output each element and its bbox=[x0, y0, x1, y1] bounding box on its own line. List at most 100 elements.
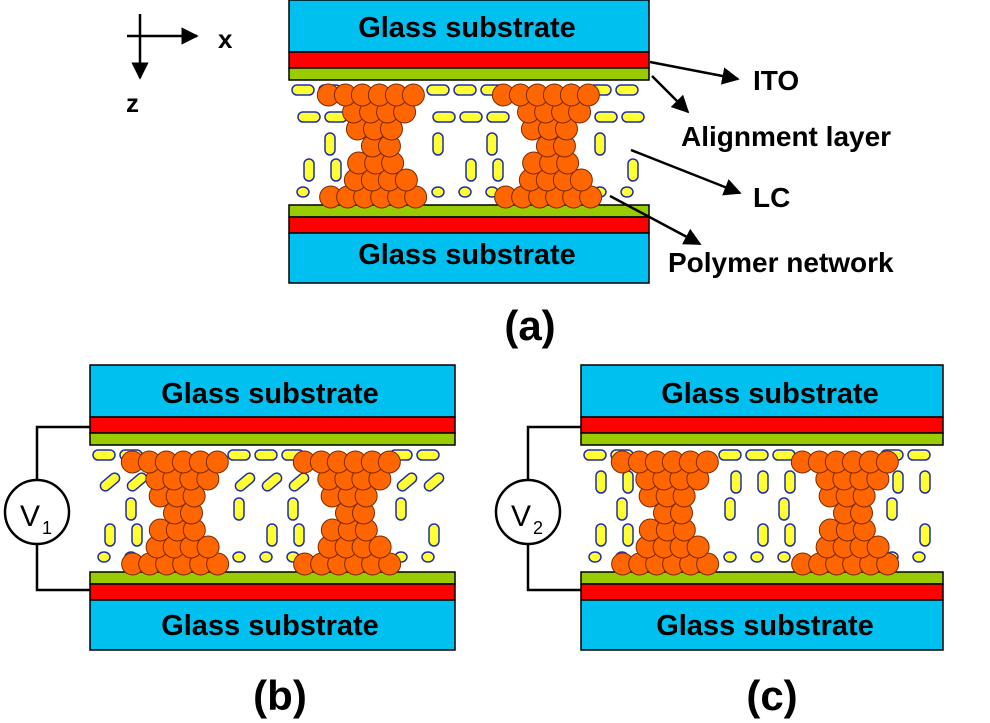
polymer-bead bbox=[576, 83, 600, 107]
lc-molecule bbox=[459, 111, 483, 123]
alignment-callout-arrow bbox=[651, 75, 690, 114]
panel-b-voltage-symbol: V bbox=[20, 500, 40, 533]
panel-b-polymer-column bbox=[120, 450, 230, 576]
polymer-bead bbox=[695, 450, 719, 474]
panel-a-polymer-column bbox=[491, 83, 603, 209]
lc-molecule bbox=[324, 132, 336, 156]
panel-c-circuit-wire bbox=[526, 425, 581, 592]
lc-molecule bbox=[595, 523, 607, 547]
polymer-bead bbox=[205, 450, 229, 474]
panel-c-cell bbox=[580, 364, 944, 651]
lc-molecule bbox=[465, 158, 477, 182]
panel-b-voltage-subscript: 1 bbox=[42, 518, 52, 538]
lc-molecule bbox=[432, 111, 456, 123]
lc-molecule bbox=[296, 186, 310, 198]
panel-c-label: (c) bbox=[746, 672, 797, 719]
axis-indicator: x z bbox=[126, 14, 233, 118]
lc-molecule bbox=[724, 497, 736, 521]
lc-molecule bbox=[287, 497, 299, 521]
panel-b-top-glass-substrate bbox=[89, 364, 456, 418]
polymer-bead bbox=[866, 535, 890, 559]
polymer-bead bbox=[686, 535, 710, 559]
panel-c-top-alignment-layer bbox=[580, 432, 944, 446]
panel-b-top-substrate-label: Glass substrate bbox=[161, 378, 379, 410]
lc-molecule bbox=[595, 470, 607, 494]
lc-molecule bbox=[745, 449, 769, 461]
lc-callout-label: LC bbox=[753, 182, 790, 213]
panel-b-polymer-column bbox=[292, 450, 402, 576]
lc-molecule bbox=[395, 497, 407, 521]
lc-molecule bbox=[588, 551, 602, 563]
polymer-bead bbox=[401, 83, 425, 107]
polymer-bead bbox=[196, 535, 220, 559]
panel-a-top-alignment-layer bbox=[288, 67, 650, 81]
lc-molecule bbox=[757, 470, 769, 494]
lc-molecule bbox=[622, 470, 634, 494]
panel-a-bottom-glass-substrate bbox=[288, 232, 650, 284]
panel-c-voltage-symbol: V bbox=[511, 500, 531, 533]
lc-molecule bbox=[621, 111, 645, 123]
panel-b-bottom-substrate-label: Glass substrate bbox=[161, 610, 379, 642]
panel-b-top-ito-layer bbox=[89, 416, 456, 434]
lc-molecule bbox=[104, 523, 116, 547]
panel-c: V 2 Glass substrate Glass substrate (c) bbox=[494, 364, 944, 719]
panel-c-bottom-glass-substrate bbox=[580, 599, 944, 651]
lc-molecule bbox=[784, 470, 796, 494]
lc-molecule bbox=[432, 132, 444, 156]
lc-molecule bbox=[627, 158, 639, 182]
ito-callout-label: ITO bbox=[753, 65, 799, 96]
lc-molecule bbox=[416, 449, 440, 461]
lc-molecule bbox=[583, 449, 607, 461]
callouts: ITO Alignment layer LC Polymer network bbox=[609, 60, 894, 278]
panel-c-bottom-ito-layer bbox=[580, 583, 944, 601]
panel-b-lc-molecules bbox=[92, 449, 445, 563]
panel-a-top-ito-layer bbox=[288, 51, 650, 69]
lc-molecule bbox=[723, 551, 737, 563]
polymer-bead bbox=[569, 168, 593, 192]
lc-molecule bbox=[892, 470, 904, 494]
lc-molecule bbox=[757, 523, 769, 547]
lc-molecule bbox=[453, 84, 477, 96]
lc-molecule bbox=[622, 523, 634, 547]
panel-c-polymer-column bbox=[610, 450, 720, 576]
polymer-bead bbox=[875, 450, 899, 474]
lc-molecule bbox=[234, 472, 256, 492]
lc-molecule bbox=[293, 523, 305, 547]
lc-molecule bbox=[730, 470, 742, 494]
polymer-bead bbox=[368, 535, 392, 559]
x-axis-label: x bbox=[218, 24, 233, 54]
panel-a-bottom-substrate-label: Glass substrate bbox=[358, 239, 576, 271]
panel-c-top-glass-substrate bbox=[580, 364, 944, 418]
panel-b-voltage-source bbox=[3, 478, 71, 546]
lc-molecule bbox=[426, 84, 450, 96]
panel-b-top-alignment-layer bbox=[89, 432, 456, 446]
lc-molecule bbox=[254, 449, 278, 461]
lc-molecule bbox=[919, 523, 931, 547]
lc-molecule bbox=[266, 523, 278, 547]
lc-molecule bbox=[616, 497, 628, 521]
lc-molecule bbox=[428, 523, 440, 547]
panel-c-top-substrate-label: Glass substrate bbox=[661, 378, 879, 410]
lc-molecule bbox=[486, 111, 510, 123]
lc-molecule bbox=[92, 449, 116, 461]
lc-molecule bbox=[291, 84, 315, 96]
polymer-bead bbox=[394, 168, 418, 192]
lc-molecule bbox=[750, 551, 764, 563]
lc-molecule bbox=[458, 186, 472, 198]
panel-a-bottom-ito-layer bbox=[288, 216, 650, 234]
lc-molecule bbox=[431, 186, 445, 198]
lc-molecule bbox=[886, 497, 898, 521]
lc-molecule bbox=[615, 84, 639, 96]
panel-a-polymer-column bbox=[316, 83, 428, 209]
lc-molecule bbox=[912, 551, 926, 563]
panel-b-label: (b) bbox=[253, 672, 307, 719]
lc-molecule bbox=[261, 472, 283, 492]
lc-molecule bbox=[492, 158, 504, 182]
panel-a-top-glass-substrate bbox=[288, 0, 650, 53]
polymer-bead bbox=[377, 450, 401, 474]
lc-callout-arrow bbox=[630, 148, 742, 196]
lc-molecule bbox=[303, 158, 315, 182]
lc-molecule bbox=[594, 132, 606, 156]
alignment-callout-label: Alignment layer bbox=[681, 121, 891, 152]
polymer-callout-label: Polymer network bbox=[668, 247, 894, 278]
